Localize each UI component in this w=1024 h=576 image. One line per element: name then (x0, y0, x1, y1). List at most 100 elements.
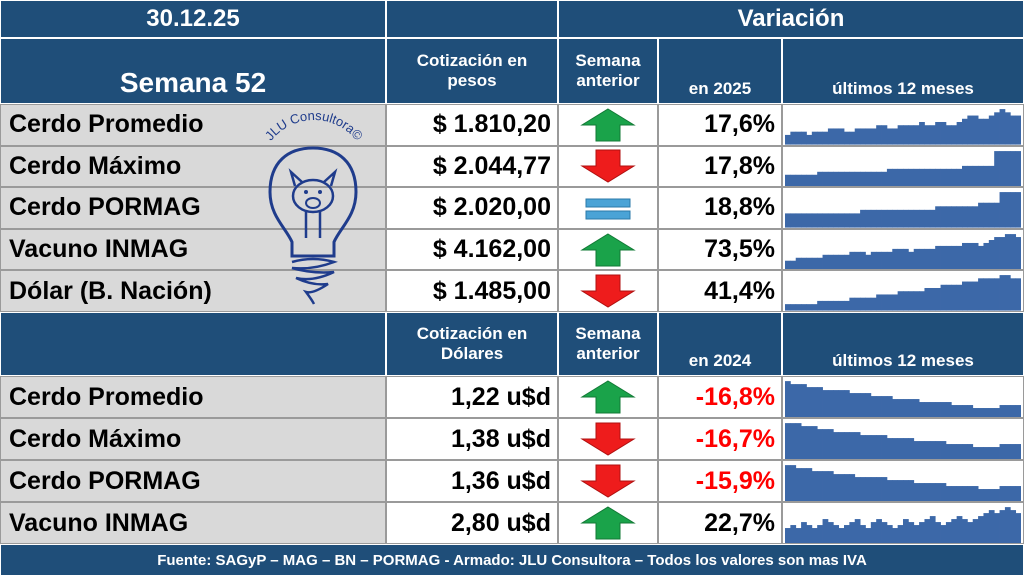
sparkline-bar (827, 213, 834, 228)
sparkline-bar (827, 471, 834, 501)
sparkline-bar (785, 213, 791, 228)
sparkline-bar (983, 513, 990, 543)
sparkline-bar (860, 210, 866, 228)
col-week-line2: anterior (576, 71, 640, 90)
sparkline-bar (806, 304, 813, 311)
sparkline-bar (956, 168, 963, 187)
sparkline-bar (844, 131, 850, 145)
sparkline-bar (908, 251, 915, 270)
sparkline-bar (854, 519, 861, 543)
sparkline-bar (988, 510, 995, 543)
sparkline-bar (929, 168, 936, 187)
sparkline-bar (962, 281, 968, 311)
sparkline-bar (951, 206, 958, 228)
sparkline-bar (876, 210, 882, 228)
sparkline-bar (827, 390, 834, 417)
sparkline-bar (913, 168, 920, 187)
sparkline-bar (833, 432, 840, 459)
sparkline-chart (785, 192, 1021, 228)
sparkline-bar (967, 405, 974, 417)
sparkline-bar (994, 447, 1000, 459)
sparkline-bar (935, 168, 941, 187)
sparkline-bar (945, 206, 952, 228)
sparkline-bar (1004, 112, 1011, 145)
sparkline-bar (999, 444, 1006, 459)
sparkline-bar (935, 288, 941, 311)
sparkline-chart (785, 381, 1021, 417)
sparkline-chart (785, 465, 1021, 501)
sparkline-bar (935, 206, 941, 228)
sparkline-bar (978, 278, 984, 311)
sparkline-bar (919, 483, 925, 501)
sparkline-bar (790, 525, 797, 543)
sparkline-bar (935, 402, 941, 417)
sparkline-bar (1015, 236, 1021, 270)
sparkline-bar (1015, 405, 1021, 417)
sparkline-bar (881, 210, 888, 228)
sparkline-bar (919, 121, 925, 145)
sparkline-bar (956, 206, 963, 228)
sparkline-bar (822, 213, 829, 228)
sparkline-bar (811, 174, 818, 187)
sparkline-bar (881, 294, 888, 311)
source-footer: Fuente: SAGyP – MAG – BN – PORMAG - Arma… (0, 544, 1024, 576)
sparkline-bar (881, 522, 888, 543)
sparkline-bar (806, 387, 813, 417)
sparkline-cell (782, 145, 1024, 188)
sparkline-bar (849, 522, 856, 543)
sparkline-bar (817, 131, 823, 145)
sparkline-bar (1010, 115, 1017, 145)
sparkline-bar (988, 278, 995, 311)
sparkline-bar (967, 444, 974, 459)
sparkline-bar (940, 441, 947, 459)
sparkline-bar (956, 405, 963, 417)
sparkline-bar (865, 298, 872, 311)
sparkline-bar (983, 242, 990, 270)
sparkline-bar (790, 174, 797, 187)
sparkline-bar (978, 489, 984, 501)
sparkline-bar (849, 432, 856, 459)
sparkline-bar (881, 125, 888, 145)
sparkline-bar (833, 301, 840, 311)
sparkline-bar (983, 278, 990, 311)
sparkline-bar (940, 525, 947, 543)
sparkline-bar (994, 513, 1000, 543)
sparkline-bar (929, 248, 936, 270)
sparkline-bar (876, 251, 882, 270)
price-value: 1,38 u$d (386, 418, 558, 460)
price-value: $ 4.162,00 (386, 228, 558, 271)
sparkline-bar (790, 465, 797, 501)
variacion-header: Variación (558, 0, 1024, 38)
sparkline-bar (903, 210, 909, 228)
sparkline-bar (940, 245, 947, 270)
sparkline-bar (892, 210, 899, 228)
sparkline-bar (785, 423, 791, 459)
sparkline-bar (994, 202, 1000, 228)
sparkline-bar (903, 291, 909, 311)
sparkline-bar (801, 304, 807, 311)
sparkline-bar (811, 213, 818, 228)
sparkline-bar (806, 468, 813, 501)
sparkline-bar (962, 519, 968, 543)
sparkline-bar (849, 213, 856, 228)
sparkline-bar (913, 483, 920, 501)
variation-value: 22,7% (658, 502, 782, 544)
sparkline-bar (978, 516, 984, 543)
week-trend (558, 502, 658, 544)
sparkline-bar (1015, 444, 1021, 459)
sparkline-bar (886, 480, 893, 501)
sparkline-bar (1010, 192, 1017, 228)
sparkline-bar (935, 121, 941, 145)
sparkline-bar (913, 525, 920, 543)
sparkline-bar (870, 522, 877, 543)
sparkline-bar (822, 171, 829, 187)
sparkline-bar (785, 134, 791, 145)
sparkline-bar (838, 528, 845, 543)
variation-value: 18,8% (658, 187, 782, 229)
sparkline-bar (892, 248, 899, 270)
sparkline-bar (999, 510, 1006, 543)
sparkline-cell (782, 460, 1024, 502)
sparkline-bar (795, 304, 802, 311)
row-label: Cerdo PORMAG (0, 460, 386, 502)
sparkline-bar (886, 438, 893, 459)
